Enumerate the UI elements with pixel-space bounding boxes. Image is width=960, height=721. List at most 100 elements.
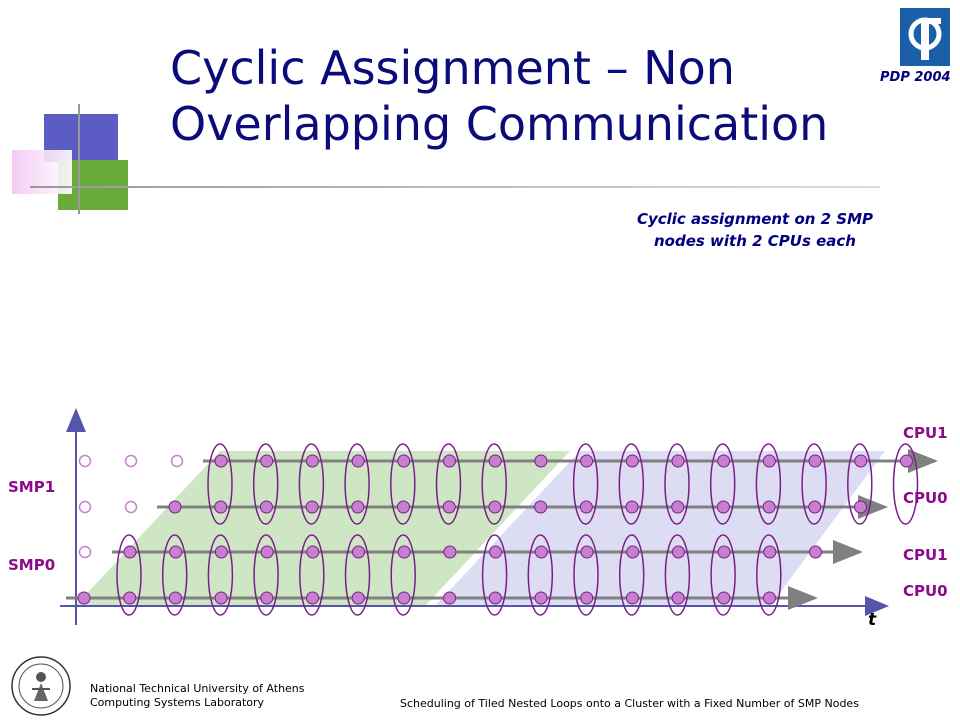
footer-institution-line2: Computing Systems Laboratory xyxy=(90,696,265,709)
footer-paper-title: Scheduling of Tiled Nested Loops onto a … xyxy=(400,697,859,710)
computation-node xyxy=(716,500,730,514)
computation-node xyxy=(579,500,593,514)
smp1-task-ellipse xyxy=(390,443,416,525)
smp0-task-ellipse xyxy=(481,534,508,616)
computation-node xyxy=(534,500,548,514)
computation-node xyxy=(214,500,228,514)
computation-node xyxy=(626,545,640,559)
computation-node xyxy=(625,454,639,468)
computation-node xyxy=(305,454,319,468)
computation-node xyxy=(305,500,319,514)
ntua-seal-icon xyxy=(10,655,72,721)
computation-node xyxy=(580,545,594,559)
smp1-task-ellipse xyxy=(344,443,370,525)
computation-node xyxy=(625,591,639,605)
computation-node xyxy=(443,591,457,605)
smp1-task-ellipse xyxy=(892,443,919,525)
computation-node xyxy=(854,454,868,468)
computation-node xyxy=(443,545,457,559)
smp0-task-ellipse xyxy=(344,534,371,616)
computation-node xyxy=(488,454,502,468)
smp0-task-ellipse xyxy=(573,534,599,616)
computation-node xyxy=(168,500,182,514)
title-underline xyxy=(30,186,880,188)
smp0-label: SMP0 xyxy=(8,556,56,574)
computation-node xyxy=(671,591,685,605)
cpu-label-row3: CPU0 xyxy=(903,489,948,507)
computation-node xyxy=(762,500,776,514)
computation-node xyxy=(671,454,685,468)
smp1-task-ellipse xyxy=(709,443,736,525)
cpu-label-row4: CPU1 xyxy=(903,424,948,442)
computation-node xyxy=(443,454,456,468)
footer-institution: National Technical University of Athens … xyxy=(90,682,305,710)
computation-node xyxy=(442,500,456,514)
computation-node xyxy=(489,545,503,559)
computation-node xyxy=(534,591,548,605)
smp0-task-ellipse xyxy=(253,534,279,616)
lavender-tile-region xyxy=(435,451,885,606)
computation-node xyxy=(260,454,274,468)
computation-node xyxy=(534,454,548,468)
computation-node xyxy=(306,591,319,605)
computation-node xyxy=(671,545,685,559)
smp1-task-ellipse xyxy=(435,443,462,525)
smp0-task-ellipse xyxy=(161,534,188,616)
computation-node xyxy=(580,591,594,605)
computation-node xyxy=(808,500,822,514)
smp1-task-ellipse xyxy=(252,443,279,525)
computation-node xyxy=(762,454,776,468)
smp0-task-ellipse xyxy=(116,534,142,616)
smp0-task-ellipse xyxy=(756,534,782,616)
computation-node xyxy=(763,545,777,559)
smp1-task-ellipse xyxy=(618,443,645,525)
computation-node xyxy=(168,591,182,605)
cpu-label-row1: CPU0 xyxy=(903,582,948,600)
smp0-task-ellipse xyxy=(664,534,691,616)
smp1-task-ellipse xyxy=(847,443,873,525)
computation-node xyxy=(123,591,137,605)
computation-node xyxy=(397,454,411,468)
hollow-node xyxy=(124,454,138,468)
smp1-task-ellipse xyxy=(481,443,507,525)
smp1-label: SMP1 xyxy=(8,478,56,496)
footer-institution-line1: National Technical University of Athens xyxy=(90,682,305,695)
hollow-node xyxy=(78,545,92,559)
smp0-task-ellipse xyxy=(527,534,554,616)
computation-node xyxy=(809,545,822,559)
computation-node xyxy=(808,454,822,468)
smp1-task-ellipse xyxy=(664,443,690,525)
smp0-task-ellipse xyxy=(299,534,325,616)
computation-node xyxy=(214,591,228,605)
computation-node xyxy=(717,591,731,605)
diagram-caption: Cyclic assignment on 2 SMP nodes with 2 … xyxy=(590,208,920,252)
caption-line2: nodes with 2 CPUs each xyxy=(654,232,856,250)
smp1-task-ellipse xyxy=(207,443,233,525)
computation-node xyxy=(488,500,502,514)
conference-label: PDP 2004 xyxy=(880,70,951,85)
computation-node xyxy=(259,500,273,514)
smp1-task-ellipse xyxy=(801,443,827,525)
computation-node xyxy=(260,545,274,559)
computation-node xyxy=(397,500,410,514)
smp1-task-ellipse xyxy=(572,443,599,525)
computation-node xyxy=(351,454,365,468)
smp0-task-ellipse xyxy=(207,534,234,616)
computation-node xyxy=(169,545,183,559)
hollow-node xyxy=(78,500,92,514)
computation-node xyxy=(854,500,867,514)
slide-title: Cyclic Assignment – Non Overlapping Comm… xyxy=(170,40,930,152)
computation-node xyxy=(77,591,91,605)
computation-node xyxy=(260,591,274,605)
hollow-node xyxy=(170,454,184,468)
smp1-task-ellipse xyxy=(298,443,325,525)
computation-node xyxy=(671,500,685,514)
time-axis-label: t xyxy=(868,610,877,630)
computation-node xyxy=(123,545,137,559)
smp1-task-ellipse xyxy=(755,443,782,525)
computation-node xyxy=(397,545,411,559)
computation-node xyxy=(717,454,731,468)
green-tile-region xyxy=(75,451,570,606)
computation-node xyxy=(306,545,320,559)
